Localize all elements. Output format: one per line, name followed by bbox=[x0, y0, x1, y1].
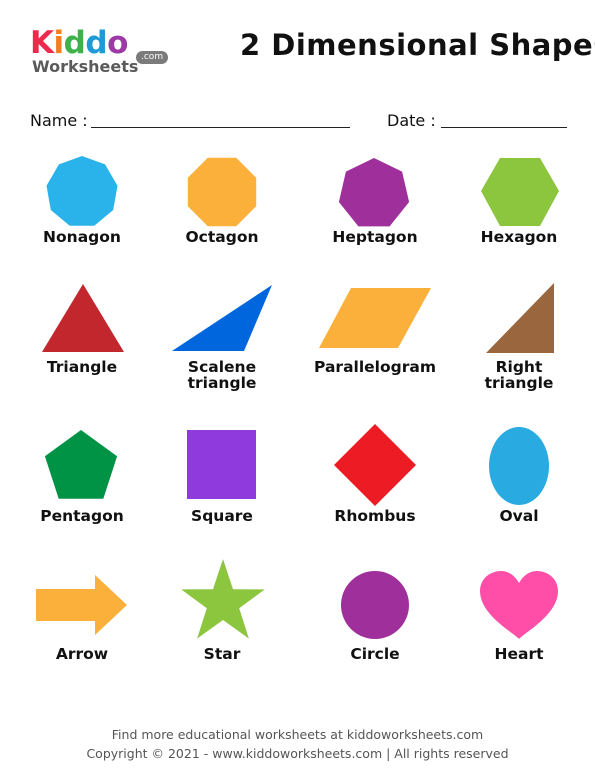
shape-label-line: Pentagon bbox=[40, 507, 124, 525]
date-label: Date : bbox=[387, 111, 436, 130]
shape-label: Triangle bbox=[17, 359, 147, 375]
shape-label: Square bbox=[157, 508, 287, 524]
shape-label-line: Hexagon bbox=[480, 228, 558, 246]
shape-label-line: Oval bbox=[499, 507, 539, 525]
shape-label: Scalene triangle bbox=[157, 359, 287, 391]
triangle-icon bbox=[42, 284, 124, 352]
logo-subtitle: Worksheets bbox=[32, 57, 139, 76]
shape-label-line: Heptagon bbox=[332, 228, 418, 246]
footer-promo: Find more educational worksheets at kidd… bbox=[111, 727, 484, 742]
shape-label-line: Rhombus bbox=[334, 507, 416, 525]
shape-label: Octagon bbox=[157, 229, 287, 245]
date-line[interactable] bbox=[441, 127, 567, 128]
heptagon-icon bbox=[338, 158, 410, 227]
star-icon bbox=[181, 559, 265, 639]
heart-icon bbox=[480, 571, 558, 639]
page-title: 2 Dimensional Shapes bbox=[240, 28, 595, 62]
rhombus-icon bbox=[334, 424, 416, 506]
shape-label: Arrow bbox=[17, 646, 147, 662]
nonagon-icon bbox=[46, 156, 118, 226]
right-triangle-icon bbox=[486, 283, 554, 353]
shape-label: Heart bbox=[454, 646, 584, 662]
shape-label-line: Square bbox=[191, 507, 253, 525]
shape-label-line: Parallelogram bbox=[314, 358, 436, 376]
shape-label: Circle bbox=[310, 646, 440, 662]
square-icon bbox=[187, 430, 256, 499]
shape-label-line: Octagon bbox=[185, 228, 259, 246]
shape-label-line: Nonagon bbox=[43, 228, 121, 246]
logo-letter: d bbox=[85, 25, 108, 61]
logo-domain: .com bbox=[136, 51, 169, 64]
oval-icon bbox=[489, 427, 549, 505]
shape-label-line: Triangle bbox=[46, 358, 118, 376]
logo-letter: K bbox=[30, 25, 54, 61]
shape-label-line: Scalene bbox=[187, 358, 257, 376]
logo-wordmark: Kiddo bbox=[30, 26, 128, 60]
footer-copyright: Copyright © 2021 - www.kiddoworksheets.c… bbox=[86, 746, 509, 761]
logo-letter: i bbox=[53, 25, 65, 61]
shape-label-line: Heart bbox=[494, 645, 544, 663]
shape-label: Rhombus bbox=[310, 508, 440, 524]
shape-label: Star bbox=[157, 646, 287, 662]
hexagon-icon bbox=[481, 158, 559, 226]
shape-label: Hexagon bbox=[454, 229, 584, 245]
shape-label: Nonagon bbox=[17, 229, 147, 245]
shape-label-line: Star bbox=[203, 645, 241, 663]
parallelogram-icon bbox=[319, 288, 431, 348]
shape-label-line: Circle bbox=[350, 645, 400, 663]
kiddo-logo: Kiddo Worksheets .com bbox=[30, 26, 170, 82]
scalene-triangle-icon bbox=[172, 285, 272, 351]
shape-label: Heptagon bbox=[310, 229, 440, 245]
shape-label: Parallelogram bbox=[310, 359, 440, 375]
circle-icon bbox=[341, 571, 409, 639]
octagon-icon bbox=[187, 157, 257, 227]
shape-label-line: Arrow bbox=[55, 645, 109, 663]
logo-letter: o bbox=[107, 25, 128, 61]
pentagon-icon bbox=[44, 430, 118, 499]
shape-label-line: triangle bbox=[484, 374, 554, 392]
shape-label: Right triangle bbox=[454, 359, 584, 391]
shape-label: Oval bbox=[454, 508, 584, 524]
shape-label-line: Right bbox=[495, 358, 543, 376]
name-line[interactable] bbox=[91, 127, 350, 128]
logo-letter: d bbox=[63, 25, 86, 61]
shape-label: Pentagon bbox=[17, 508, 147, 524]
shape-label-line: triangle bbox=[187, 374, 257, 392]
name-label: Name : bbox=[30, 111, 88, 130]
arrow-icon bbox=[36, 575, 127, 635]
